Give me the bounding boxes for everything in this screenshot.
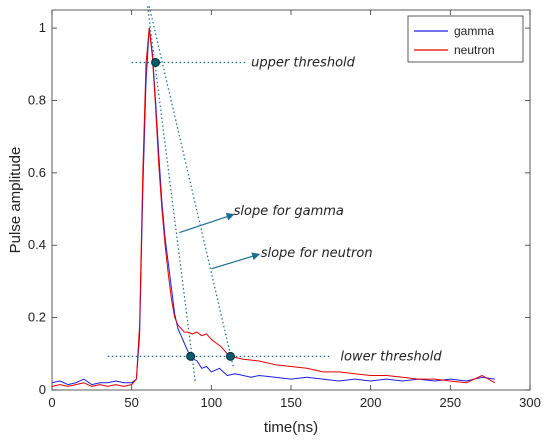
x-axis: 0 50 100 150 200 250 300 [48,10,541,410]
annotation-arrow [211,252,261,270]
reference-line [147,6,196,383]
y-axis: 0 0.2 0.4 0.6 0.8 1 [28,20,530,397]
x-tick-label: 200 [360,395,382,410]
threshold-marker [186,351,196,361]
x-tick-label: 50 [124,395,138,410]
annotation-label: slope for neutron [261,246,373,261]
annotation-arrow [179,212,235,234]
plot-area [51,9,531,391]
y-tick-label: 0.6 [28,165,46,180]
legend: gamma neutron [407,15,524,63]
y-tick-label: 0.2 [28,310,46,325]
series-lines [51,27,496,387]
annotation-label: slope for gamma [234,204,344,219]
y-tick-label: 1 [39,20,46,35]
legend-box [407,15,524,63]
annotations: upper threshold slope for gamma slope for … [234,55,443,364]
threshold-marker [151,57,161,67]
annotation-arrows [179,212,261,270]
threshold-marker [225,351,235,361]
x-tick-label: 150 [280,395,302,410]
y-tick-label: 0.4 [28,237,46,252]
x-axis-title: time(ns) [264,419,318,436]
series-line-neutron [51,27,496,387]
annotation-label: upper threshold [251,55,355,70]
reference-lines [107,6,331,383]
legend-label-gamma: gamma [454,24,494,38]
legend-label-neutron: neutron [454,43,495,57]
annotation-label: lower threshold [340,349,442,364]
y-tick-label: 0.8 [28,92,46,107]
y-tick-label: 0 [39,382,46,397]
y-axis-title: Pulse amplitude [7,147,24,254]
x-tick-label: 250 [439,395,461,410]
x-tick-label: 300 [519,395,541,410]
x-tick-label: 100 [200,395,222,410]
series-line-gamma [51,27,495,386]
x-tick-label: 0 [48,395,55,410]
threshold-markers [151,57,235,361]
